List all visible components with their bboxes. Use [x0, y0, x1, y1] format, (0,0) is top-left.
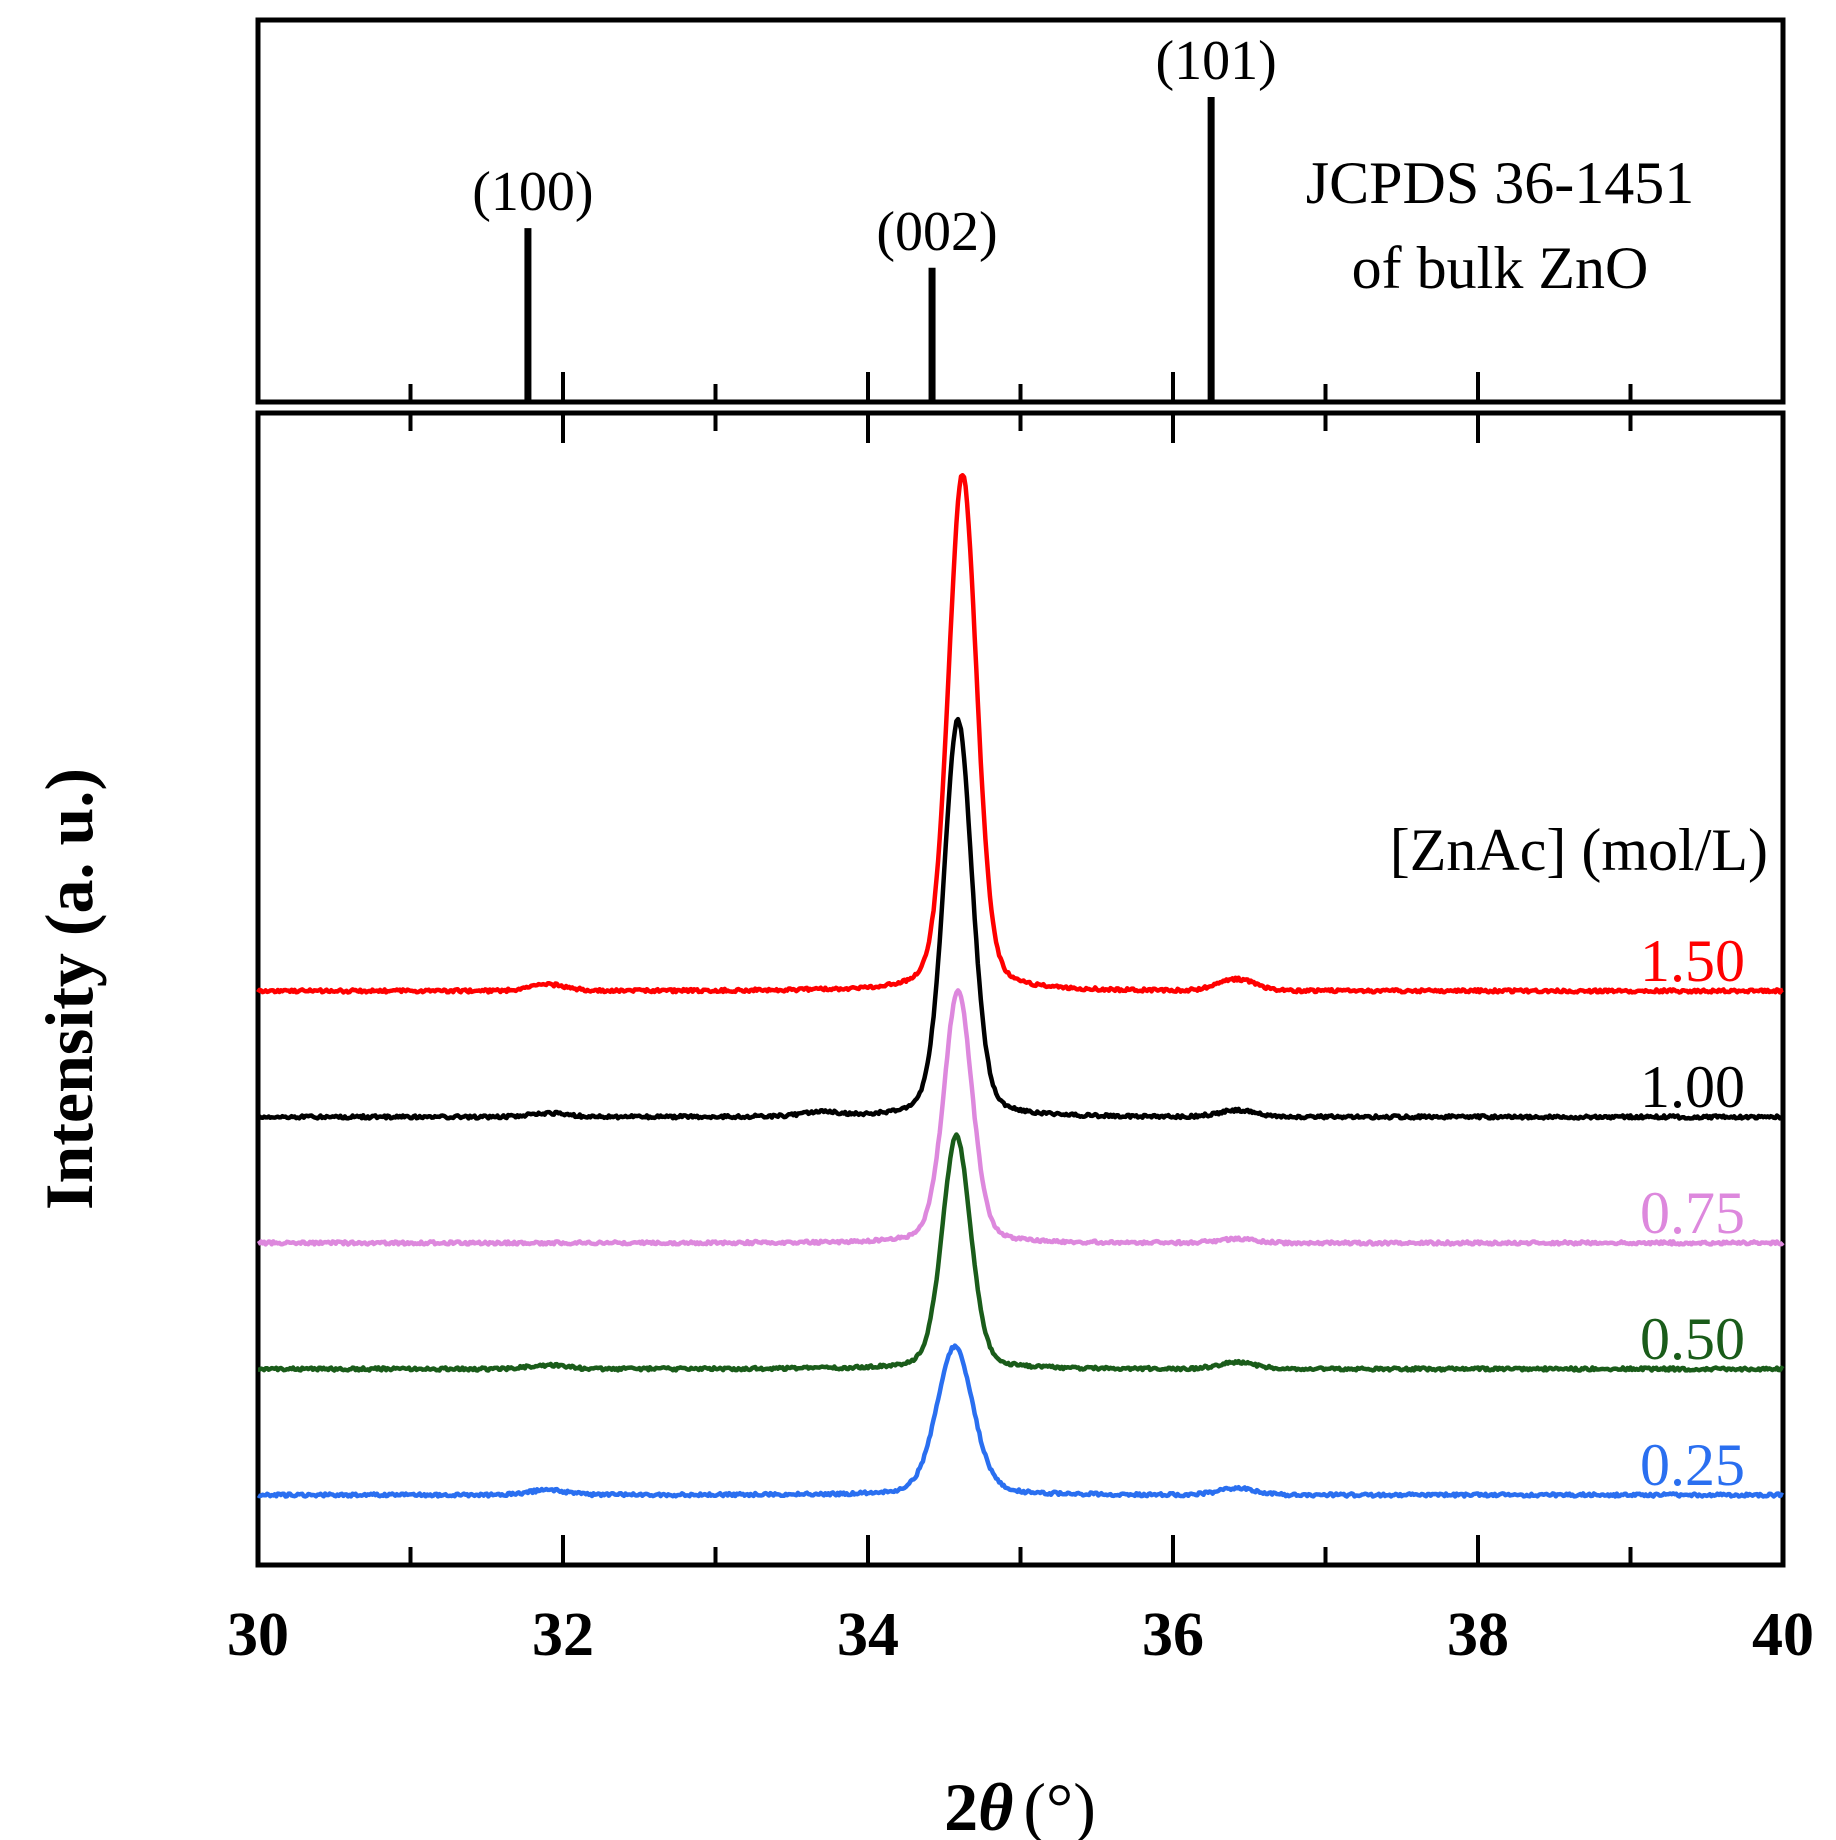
legend-title: [ZnAc] (mol/L): [1390, 817, 1768, 883]
x-tick-label: 30: [227, 1601, 289, 1669]
x-tick-label: 34: [837, 1601, 899, 1669]
series-label: 0.25: [1640, 1432, 1745, 1498]
x-tick-labels: 30 32 34 36 38 40: [227, 1601, 1814, 1669]
reference-panel-ticks: [256, 372, 1785, 402]
reference-peak-label: (100): [472, 161, 593, 223]
reference-card-label: JCPDS 36-1451: [1306, 150, 1694, 216]
series-label: 0.50: [1640, 1306, 1745, 1372]
series-label: 1.50: [1640, 928, 1745, 994]
x-tick-label: 38: [1447, 1601, 1509, 1669]
main-panel-ticks: [256, 413, 1785, 1565]
reference-peak-label: (002): [876, 201, 997, 263]
x-axis-title-prefix: 2: [944, 1769, 978, 1840]
reference-peak-label: (101): [1155, 30, 1276, 92]
series-line: [256, 988, 1785, 1247]
x-axis-title: 2θ (°): [944, 1769, 1096, 1840]
series-layer: [256, 472, 1785, 1499]
series-line: [256, 472, 1784, 995]
legend-layer: 1.50 1.00 0.75 0.50 0.25: [1640, 928, 1745, 1498]
series-label: 0.75: [1640, 1180, 1745, 1246]
reference-lines: (100) (002) (101): [472, 30, 1277, 402]
x-axis-title-theta: θ: [978, 1769, 1013, 1840]
x-tick-label: 40: [1752, 1601, 1814, 1669]
x-tick-label: 36: [1142, 1601, 1204, 1669]
x-tick-label: 32: [532, 1601, 594, 1669]
reference-card-sublabel: of bulk ZnO: [1352, 235, 1649, 301]
series-line: [256, 1343, 1784, 1499]
x-axis-title-unit: (°): [1023, 1769, 1095, 1840]
series-line: [256, 716, 1785, 1121]
y-axis-title: Intensity (a. u.): [31, 768, 107, 1210]
series-label: 1.00: [1640, 1054, 1745, 1120]
series-line: [257, 1132, 1785, 1373]
